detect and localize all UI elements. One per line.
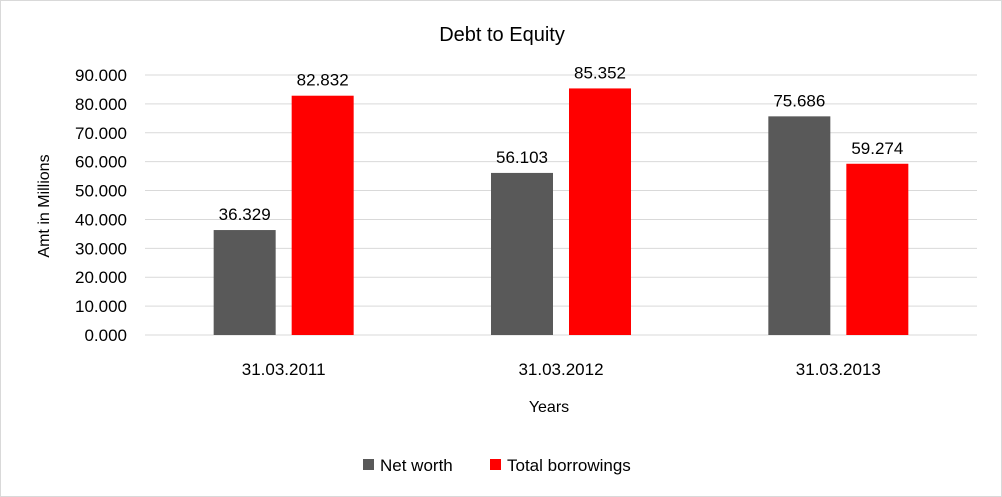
legend-swatch (363, 459, 374, 470)
bar-net-worth (491, 172, 553, 335)
x-axis-title: Years (529, 399, 569, 416)
y-tick-label: 30.000 (75, 239, 127, 258)
x-tick-label: 31.03.2012 (518, 360, 603, 379)
y-tick-label: 70.000 (75, 124, 127, 143)
bar-total-borrowings (569, 88, 631, 336)
data-label: 82.832 (297, 71, 349, 90)
y-tick-label: 0.000 (84, 326, 127, 345)
y-tick-label: 80.000 (75, 95, 127, 114)
x-tick-label: 31.03.2011 (242, 360, 326, 379)
y-axis-title: Amt in Millions (36, 154, 53, 257)
y-tick-label: 20.000 (75, 268, 127, 287)
data-labels: 36.329 82.832 56.103 85.352 75.686 59.274 (219, 63, 904, 224)
data-label: 85.352 (574, 63, 626, 82)
bar-total-borrowings (846, 163, 909, 335)
y-tick-label: 60.000 (75, 153, 127, 172)
bar-total-borrowings (291, 95, 354, 336)
legend-label: Net worth (380, 456, 453, 475)
data-label: 36.329 (219, 205, 271, 224)
y-tick-label: 50.000 (75, 182, 127, 201)
legend-swatch (490, 459, 501, 470)
bar-net-worth (213, 230, 276, 335)
data-label: 59.274 (851, 139, 903, 158)
bars (213, 88, 909, 336)
data-label: 56.103 (496, 148, 548, 167)
y-tick-label: 10.000 (75, 297, 127, 316)
bar-net-worth (768, 116, 831, 335)
x-axis-tick-labels: 31.03.2011 31.03.2012 31.03.2013 (242, 360, 881, 379)
legend-label: Total borrowings (507, 456, 631, 475)
x-tick-label: 31.03.2013 (796, 360, 881, 379)
data-label: 75.686 (773, 91, 825, 110)
gridlines (145, 74, 977, 336)
y-tick-label: 90.000 (75, 66, 127, 85)
legend: Net worth Total borrowings (363, 456, 631, 475)
y-tick-label: 40.000 (75, 210, 127, 229)
chart-title: Debt to Equity (439, 24, 565, 46)
y-axis-tick-labels: 0.000 10.000 20.000 30.000 40.000 50.000 60.00… (75, 66, 127, 345)
